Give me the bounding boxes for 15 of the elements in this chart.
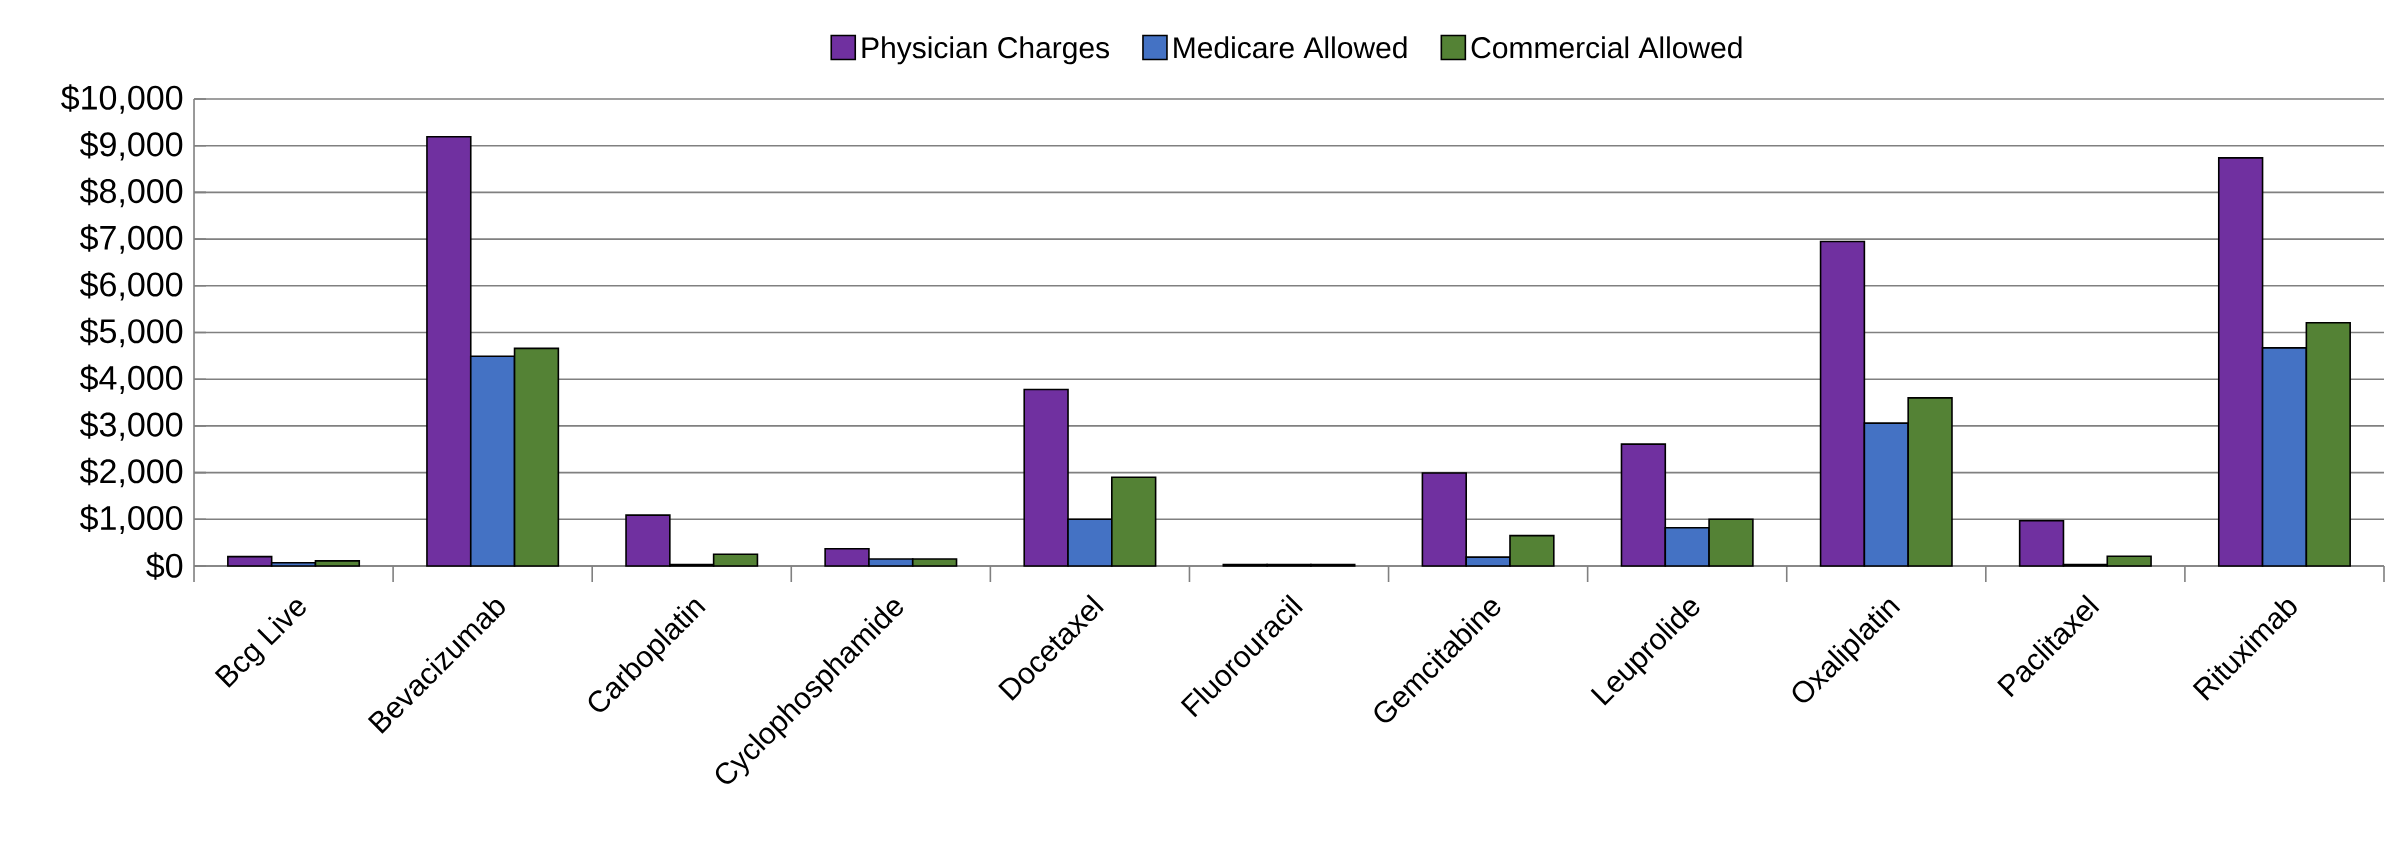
y-tick-label: $9,000	[80, 130, 183, 161]
legend-label: Medicare Allowed	[1174, 36, 1407, 59]
legend-label: Commercial Allowed	[1471, 36, 1742, 59]
y-tick-label: $4,000	[80, 364, 183, 394]
y-tick-label: $3,000	[80, 411, 183, 441]
y-tick-label: $7,000	[80, 224, 183, 254]
y-tick-label: $5,000	[80, 317, 183, 348]
legend-label: Physician Charges	[862, 36, 1109, 65]
y-tick-label: $10,000	[61, 84, 183, 114]
y-tick-label: $1,000	[80, 504, 183, 535]
x-tick-label: Bcg Live	[214, 600, 306, 688]
y-tick-label: $0	[146, 552, 183, 580]
y-tick-label: $8,000	[80, 177, 183, 208]
y-tick-label: $2,000	[80, 457, 183, 488]
y-tick-label: $6,000	[80, 271, 183, 301]
